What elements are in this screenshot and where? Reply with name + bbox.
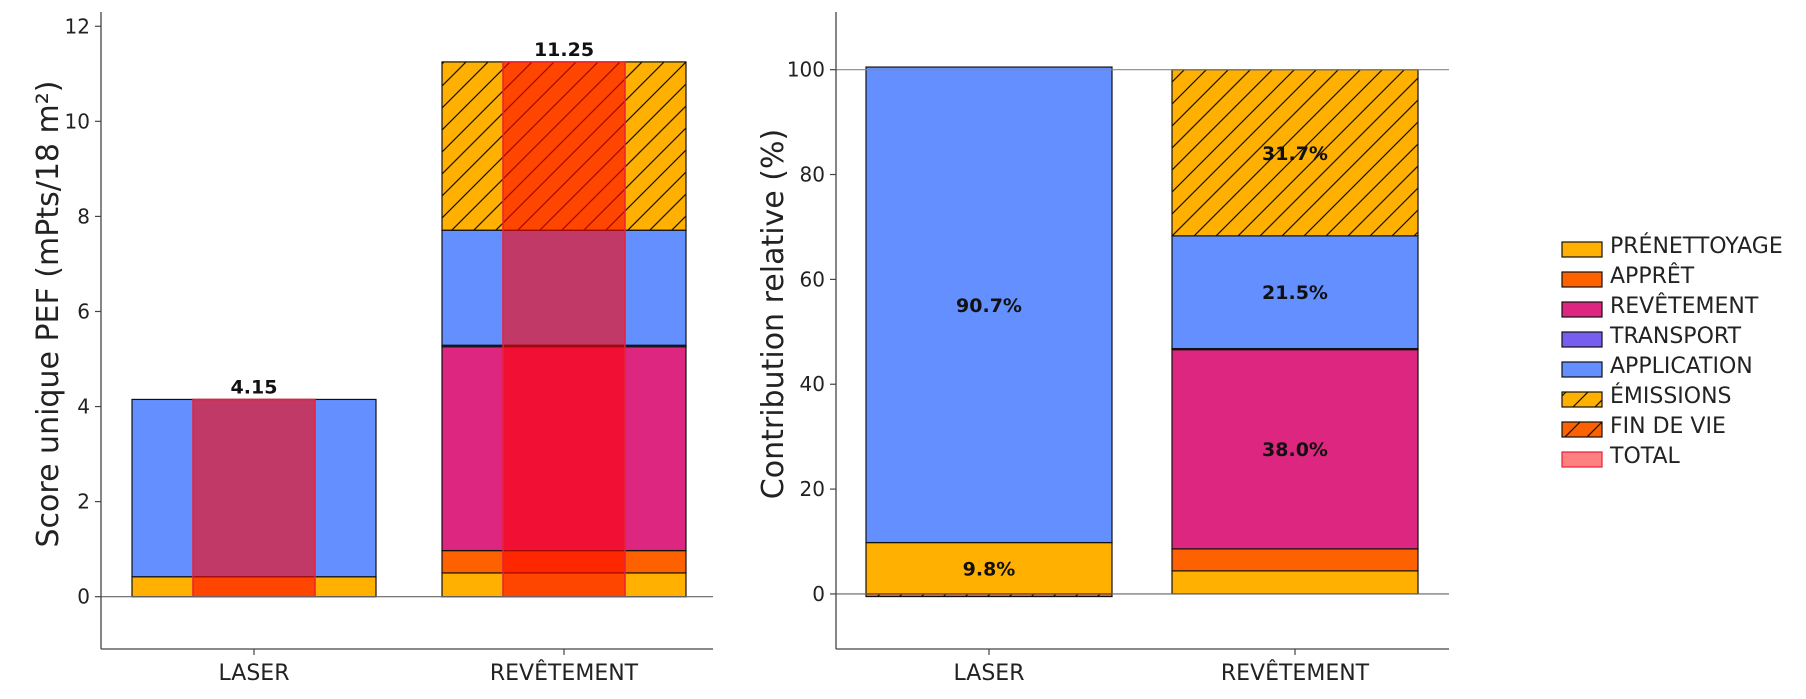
y-tick-label-10: 10 (65, 109, 90, 133)
legend-total-swatch (1561, 451, 1603, 468)
relative-contribution-bars: 9.8% 90.7% 38.0% 21.5% 31.7% (865, 66, 1419, 598)
bar-revetement-emissions-hatch (1172, 69, 1418, 236)
legend-total: TOTAL (1561, 444, 1681, 469)
y-tick-label-0: 0 (812, 582, 825, 606)
segment-label-revetement-application: 21.5% (1262, 282, 1328, 304)
y-tick-label-0: 0 (77, 585, 90, 609)
legend-emissions-label: ÉMISSIONS (1610, 383, 1732, 409)
legend-application: APPLICATION (1561, 354, 1753, 379)
legend-revetement-label: REVÊTEMENT (1610, 293, 1759, 319)
legend-emissions: ÉMISSIONS (1561, 383, 1732, 409)
relative-contribution-ylabel: Contribution relative (%) (756, 129, 791, 499)
y-tick-label-12: 12 (65, 14, 90, 38)
bar-revetement-total (502, 61, 626, 598)
bar-laser-prenettoyage (865, 541, 1113, 595)
y-tick-label-8: 8 (77, 204, 90, 228)
total-label-revetement: 11.25 (534, 39, 594, 61)
legend-transport: TRANSPORT (1561, 324, 1742, 349)
legend-fin-de-vie-label: FIN DE VIE (1610, 414, 1726, 439)
relative-contribution-chart: 9.8% 90.7% 38.0% 21.5% 31.7% LASER REVÊTEMENT… (756, 12, 1449, 686)
relative-contribution-axes: LASER REVÊTEMENT 0 20 40 60 80 100 (787, 12, 1449, 686)
y-tick-label-100: 100 (787, 58, 825, 82)
total-label-laser: 4.15 (231, 376, 278, 398)
y-tick-label-2: 2 (77, 490, 90, 514)
category-label-revetement: REVÊTEMENT (1221, 660, 1370, 686)
y-tick-label-80: 80 (800, 163, 825, 187)
legend: PRÉNETTOYAGE APPRÊT REVÊTEMENT TRANSPORT APP… (1561, 233, 1783, 469)
category-label-revetement: REVÊTEMENT (490, 660, 639, 686)
category-label-laser: LASER (219, 661, 290, 686)
bar-laser-total (192, 398, 316, 598)
absolute-score-chart: 4.15 11.25 LASER REVÊTEMENT 0 2 4 6 8 10 12 Score… (31, 12, 713, 686)
legend-appret-swatch (1561, 271, 1603, 288)
bar-revetement-appret (1171, 548, 1419, 572)
legend-application-swatch (1561, 361, 1603, 378)
segment-label-revetement-revetement: 38.0% (1262, 439, 1328, 461)
segment-label-laser-prenettoyage: 9.8% (963, 558, 1016, 580)
legend-appret: APPRÊT (1561, 263, 1695, 289)
legend-fin-de-vie-swatch-hatch (1562, 422, 1602, 437)
segment-label-revetement-emissions: 31.7% (1262, 143, 1328, 165)
absolute-score-ylabel: Score unique PEF (mPts/18 m²) (31, 81, 66, 548)
legend-appret-label: APPRÊT (1610, 263, 1695, 289)
y-tick-label-20: 20 (800, 477, 825, 501)
legend-revetement-swatch (1561, 301, 1603, 318)
category-label-laser: LASER (954, 661, 1025, 686)
legend-transport-label: TRANSPORT (1609, 324, 1742, 349)
segment-label-laser-application: 90.7% (956, 295, 1022, 317)
bar-laser-fin-de-vie-hatch (866, 593, 1112, 597)
absolute-score-axes: LASER REVÊTEMENT 0 2 4 6 8 10 12 (65, 12, 713, 686)
y-tick-label-4: 4 (77, 395, 90, 419)
legend-fin-de-vie: FIN DE VIE (1561, 414, 1726, 439)
legend-prenettoyage-label: PRÉNETTOYAGE (1610, 233, 1783, 259)
bar-laser-application (865, 66, 1113, 544)
legend-total-label: TOTAL (1609, 444, 1681, 469)
legend-transport-swatch (1561, 331, 1603, 348)
y-tick-label-60: 60 (800, 267, 825, 291)
bar-revetement-application (1171, 235, 1419, 350)
legend-revetement: REVÊTEMENT (1561, 293, 1759, 319)
absolute-score-bars: 4.15 11.25 (131, 39, 687, 598)
legend-prenettoyage: PRÉNETTOYAGE (1561, 233, 1783, 259)
legend-emissions-swatch-hatch (1562, 392, 1602, 407)
legend-prenettoyage-swatch (1561, 241, 1603, 258)
bar-revetement-prenettoyage (1171, 570, 1419, 595)
y-tick-label-40: 40 (800, 372, 825, 396)
legend-application-label: APPLICATION (1610, 354, 1753, 379)
bar-revetement-revetement (1171, 349, 1419, 550)
y-tick-label-6: 6 (77, 299, 90, 323)
